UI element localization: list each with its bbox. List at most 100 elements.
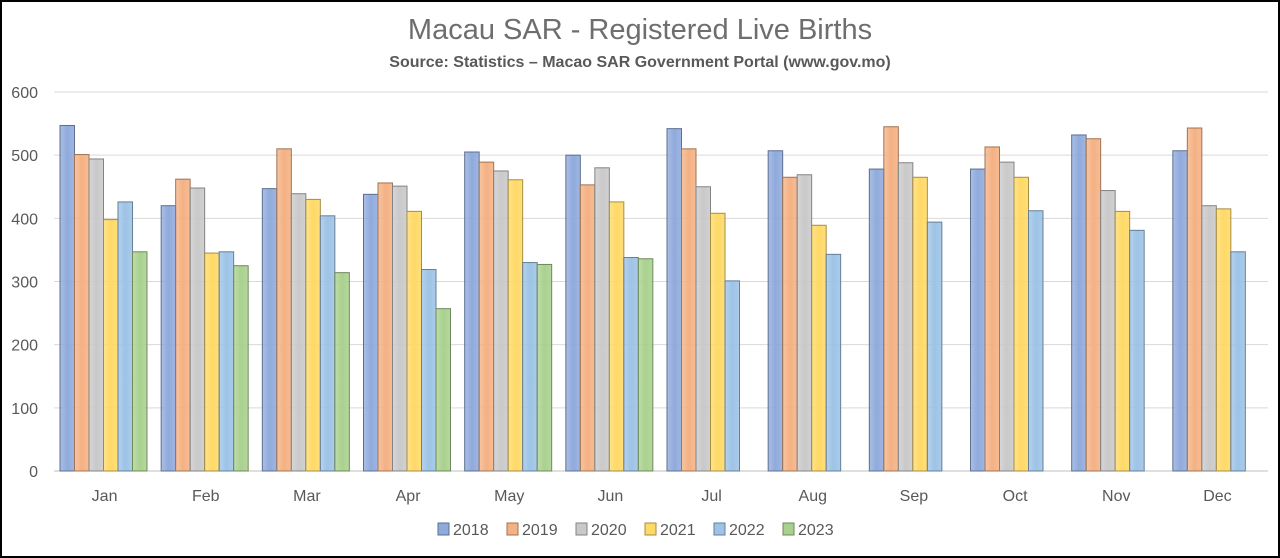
y-tick-label: 200 [11,338,38,355]
legend-swatch-2020 [575,522,588,536]
bar-2022-oct [1028,210,1044,472]
bar-2023-jun [637,258,654,472]
x-tick-label-jul: Jul [701,488,721,505]
bar-2021-jul [710,212,726,472]
x-tick-label-jan: Jan [92,488,118,505]
bar-2022-dec [1230,251,1246,472]
bar-2020-nov [1100,190,1116,472]
bar-2021-may [507,179,524,472]
y-tick-label: 600 [11,85,38,102]
bar-2022-may [522,262,538,472]
bar-2023-feb [233,265,249,472]
bar-2019-jan [74,154,90,472]
x-tick-label-dec: Dec [1203,488,1231,505]
bar-2019-jul [681,148,697,472]
bar-2019-aug [782,176,798,472]
bar-2019-dec [1186,127,1203,472]
x-tick-label-sep: Sep [900,488,929,505]
legend-label-2023: 2023 [798,522,834,539]
bar-2018-may [464,151,480,472]
bar-2020-apr [392,185,408,472]
y-tick-label: 500 [11,148,38,165]
bar-2019-sep [883,126,899,472]
bar-2018-aug [767,150,784,472]
bar-2021-jan [103,219,119,472]
legend-swatch-2018 [437,522,450,536]
bar-2018-oct [970,168,986,472]
bar-2022-mar [319,215,336,472]
bar-2018-nov [1071,134,1087,472]
bar-2018-sep [868,168,885,472]
bar-2023-mar [334,272,350,472]
legend-label-2021: 2021 [660,522,696,539]
bar-2018-dec [1172,150,1188,472]
legend-swatch-2022 [713,522,726,536]
bar-2021-aug [811,224,827,472]
bar-2022-jul [724,280,740,472]
x-axis-tick-labels: Jan Feb Mar Apr May Jun Jul Aug Sep Oct Nov Dec [92,488,1232,505]
bar-2020-feb [189,187,206,472]
bar-2021-sep [912,176,928,472]
x-tick-label-apr: Apr [396,488,422,505]
bar-2018-jul [666,128,682,472]
bar-2022-jan [117,201,133,472]
bar-2022-aug [825,253,842,472]
bar-2020-jul [695,186,711,472]
y-tick-label: 400 [11,211,38,228]
x-tick-label-jun: Jun [598,488,624,505]
bar-2021-feb [204,252,220,472]
legend-swatch-2021 [644,522,657,536]
y-tick-label: 0 [29,464,38,481]
bar-2020-aug [796,174,813,472]
bar-2022-apr [421,269,437,472]
bar-2019-mar [276,148,292,472]
bar-series [59,124,1246,472]
legend-label-2019: 2019 [522,522,558,539]
bar-2018-apr [363,193,379,472]
bar-2021-mar [305,198,321,472]
bar-2019-apr [377,182,393,472]
y-tick-label: 300 [11,275,38,292]
bar-2018-mar [261,188,278,472]
bar-2019-nov [1085,138,1102,472]
bar-2022-nov [1129,229,1145,472]
bar-2019-feb [175,178,191,472]
bar-2022-feb [218,251,235,472]
legend: 2018 2019 2020 2021 2022 2023 [437,522,834,539]
bar-2018-jun [565,154,581,472]
chart-subtitle: Source: Statistics – Macao SAR Governmen… [389,54,891,71]
bar-2021-dec [1215,208,1232,472]
bar-2023-jan [132,251,148,472]
legend-swatch-2019 [506,522,519,536]
bar-2020-dec [1201,205,1217,472]
bar-2021-oct [1013,176,1029,472]
bar-2023-may [536,263,553,472]
x-tick-label-oct: Oct [1003,488,1028,505]
bar-2022-jun [623,257,639,472]
bar-2019-oct [984,146,1000,472]
y-tick-label: 100 [11,401,38,418]
bar-2018-jan [59,124,75,472]
x-tick-label-feb: Feb [192,488,220,505]
x-tick-label-nov: Nov [1102,488,1130,505]
bar-2019-may [478,161,495,472]
bar-2021-nov [1114,210,1131,472]
x-tick-label-may: May [494,488,524,505]
bar-2023-apr [435,308,451,472]
legend-label-2022: 2022 [729,522,765,539]
bar-2021-jun [608,201,625,472]
legend-label-2020: 2020 [591,522,627,539]
bar-2020-sep [897,162,914,472]
legend-label-2018: 2018 [453,522,489,539]
bar-2022-sep [926,221,943,472]
chart-title: Macau SAR - Registered Live Births [407,14,873,46]
bar-2019-jun [579,184,596,472]
bar-2020-mar [290,193,307,472]
gridlines [54,91,1268,472]
bar-2020-may [493,170,509,472]
x-tick-label-aug: Aug [799,488,827,505]
x-tick-label-mar: Mar [293,488,321,505]
legend-swatch-2023 [782,522,795,536]
bar-2018-feb [160,205,177,472]
